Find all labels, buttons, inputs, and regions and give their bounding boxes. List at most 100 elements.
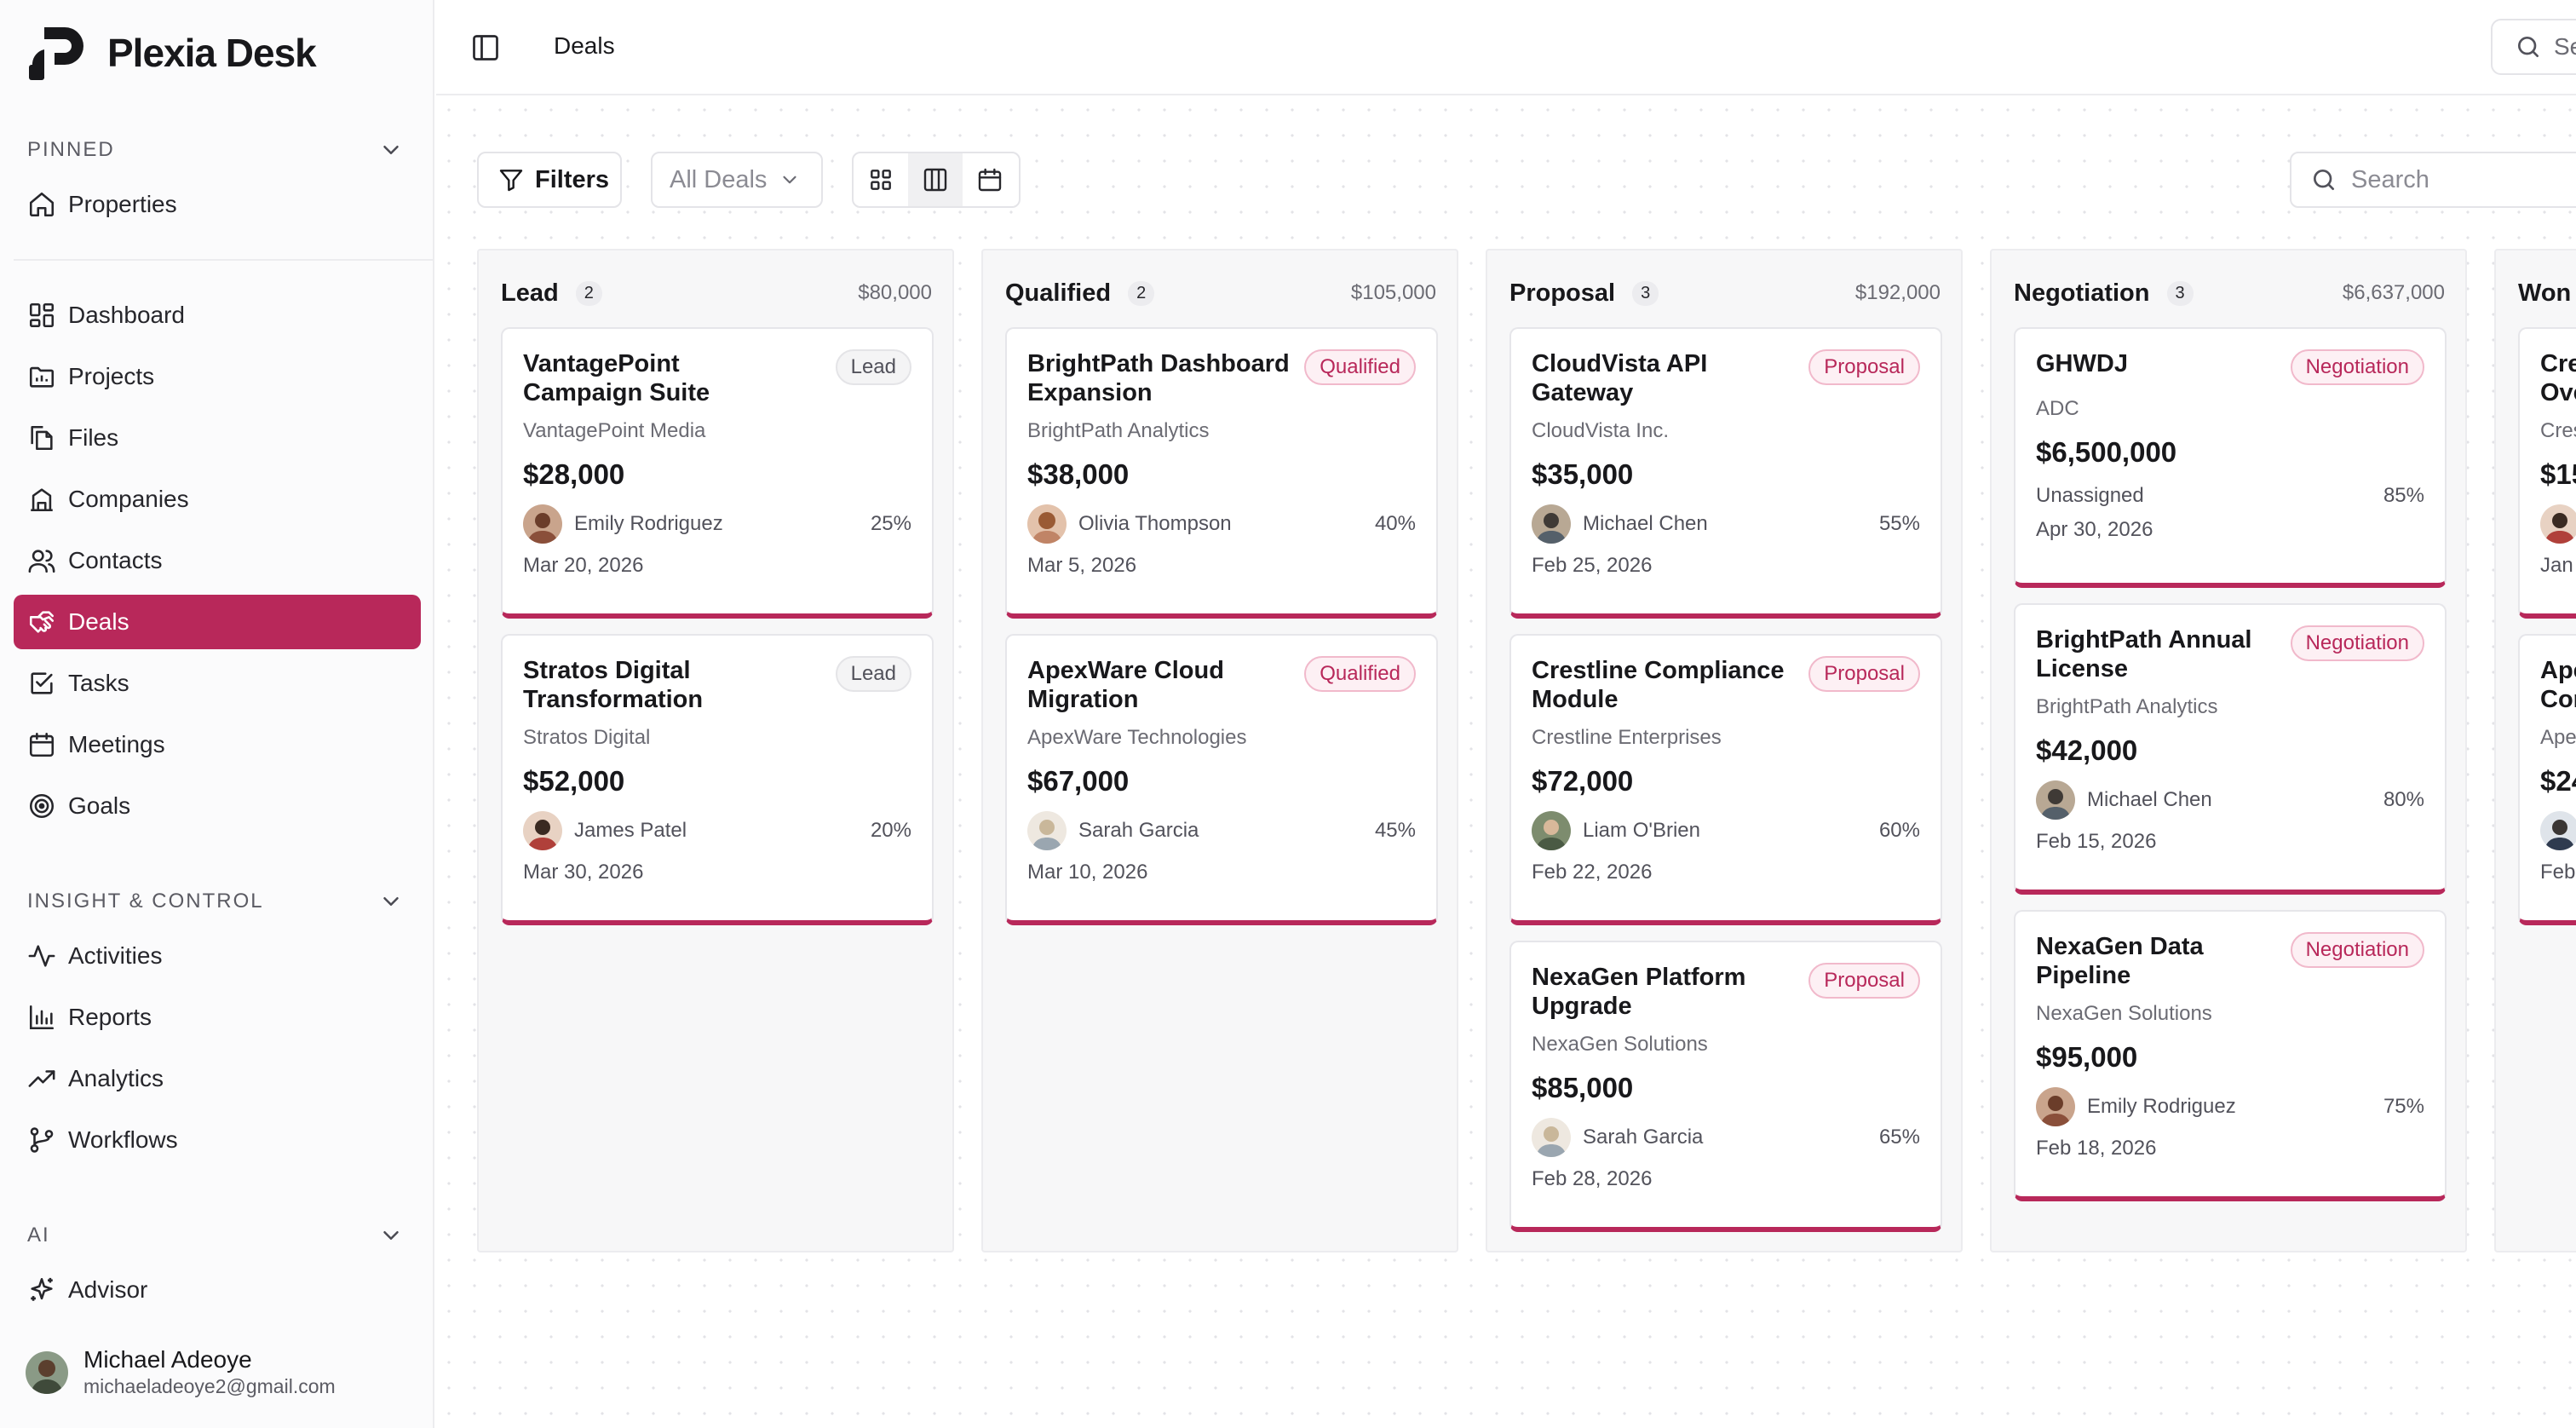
global-search-input[interactable]: Se xyxy=(2491,19,2576,75)
calendar-view-button[interactable] xyxy=(963,153,1017,206)
column-title: Qualified xyxy=(1005,279,1112,307)
deal-title: BrightPath Dashboard Expansion xyxy=(1027,350,1290,406)
view-switcher xyxy=(852,152,1021,208)
tasks-icon xyxy=(31,672,53,694)
owner-avatar xyxy=(523,504,562,544)
sidebar-item-meetings[interactable]: Meetings xyxy=(14,717,421,772)
deal-card[interactable]: CloudVista API Gateway Proposal CloudVist… xyxy=(1509,327,1942,619)
sidebar-item-workflows[interactable]: Workflows xyxy=(14,1113,421,1167)
deal-title: NexaGen Platform Upgrade xyxy=(1532,964,1746,1020)
column-count: 2 xyxy=(575,280,602,306)
search-icon xyxy=(2518,37,2539,57)
grid-icon xyxy=(871,170,891,190)
deal-close-date: Mar 10, 2026 xyxy=(1027,861,1148,884)
sidebar-item-advisor[interactable]: Advisor xyxy=(14,1263,421,1317)
board-view-button[interactable] xyxy=(908,153,963,206)
deal-close-date: Apr 30, 2026 xyxy=(2036,518,2153,541)
deal-owner: James Patel xyxy=(574,819,687,842)
deal-company: ADC xyxy=(2036,397,2079,420)
deal-title: VantagePoint Campaign Suite xyxy=(523,350,710,406)
deal-owner: Emily Rodriguez xyxy=(2087,1095,2236,1118)
sidebar-item-contacts[interactable]: Contacts xyxy=(14,533,421,588)
deal-owner: Olivia Thompson xyxy=(1078,512,1232,535)
deal-card[interactable]: Crestline Compliance Module Proposal Cres… xyxy=(1509,634,1942,925)
column-total: $105,000 xyxy=(1350,281,1436,304)
deal-card[interactable]: BrightPath Dashboard Expansion Qualified … xyxy=(1005,327,1438,619)
deal-close-date: Feb 22, 2026 xyxy=(1532,861,1653,884)
column-header: Lead 2 $80,000 xyxy=(501,276,932,310)
sidebar-item-label: Analytics xyxy=(68,1065,164,1091)
filters-button[interactable]: Filters xyxy=(477,152,622,208)
sidebar-item-companies[interactable]: Companies xyxy=(14,472,421,527)
column-negotiation: Negotiation 3 $6,637,000 GHWDJ Negotiatio… xyxy=(1990,249,2467,1252)
section-ai-label: AI xyxy=(27,1224,50,1247)
deal-probability: 55% xyxy=(1878,512,1920,535)
grid-view-button[interactable] xyxy=(854,153,908,206)
deals-search-input[interactable]: Search xyxy=(2290,152,2576,208)
column-total: $192,000 xyxy=(1854,281,1941,304)
deal-card[interactable]: ApexWare Cloud Migration Qualified ApexWa… xyxy=(1005,634,1438,925)
deal-card[interactable]: Stratos Digital Transformation Lead Strat… xyxy=(501,634,934,925)
sidebar-item-tasks[interactable]: Tasks xyxy=(14,656,421,711)
section-pinned-header[interactable]: PINNED xyxy=(27,133,404,167)
deal-amount: $15 xyxy=(2540,458,2576,490)
deal-card[interactable]: Ape Cor Ape $24 Feb xyxy=(2518,634,2576,925)
deal-card[interactable]: BrightPath Annual License Negotiation Bri… xyxy=(2014,603,2447,895)
deal-company: NexaGen Solutions xyxy=(1532,1033,1708,1056)
sidebar-item-activities[interactable]: Activities xyxy=(14,929,421,983)
user-profile[interactable]: Michael Adeoye michaeladeoye2@gmail.com xyxy=(26,1346,336,1398)
deal-company: NexaGen Solutions xyxy=(2036,1002,2212,1025)
sidebar-item-goals[interactable]: Goals xyxy=(14,779,421,833)
deal-close-date: Mar 20, 2026 xyxy=(523,554,644,577)
deal-card[interactable]: GHWDJ Negotiation ADC $6,500,000 Unassign… xyxy=(2014,327,2447,588)
sidebar-item-label: Goals xyxy=(68,792,131,819)
deal-probability: 75% xyxy=(2383,1095,2424,1118)
column-count: 2 xyxy=(1128,280,1155,306)
deal-company: Stratos Digital xyxy=(523,726,651,749)
section-insight-header[interactable]: INSIGHT & CONTROL xyxy=(27,884,404,918)
workflow-icon xyxy=(30,1127,54,1153)
deal-owner: Sarah Garcia xyxy=(1583,1126,1704,1149)
sidebar-item-label: Contacts xyxy=(68,547,163,573)
deal-company: ApexWare Technologies xyxy=(1027,726,1247,749)
sidebar-item-dashboard[interactable]: Dashboard xyxy=(14,288,421,343)
filter-icon xyxy=(499,170,523,192)
app-name: Plexia Desk xyxy=(107,31,317,75)
deal-title: Stratos Digital Transformation xyxy=(523,657,704,713)
column-count: 3 xyxy=(2166,280,2194,306)
sidebar-item-analytics[interactable]: Analytics xyxy=(14,1051,421,1106)
column-title: Negotiation xyxy=(2014,279,2150,307)
sidebar-item-deals[interactable]: Deals xyxy=(14,595,421,649)
deal-amount: $35,000 xyxy=(1532,458,1634,490)
deal-view-select[interactable]: All Deals xyxy=(651,152,823,208)
deal-amount: $42,000 xyxy=(2036,734,2138,766)
activity-icon xyxy=(28,945,55,967)
dashboard-icon xyxy=(29,302,55,328)
sidebar-item-projects[interactable]: Projects xyxy=(14,349,421,404)
sidebar-item-label: Files xyxy=(68,424,119,451)
deal-card[interactable]: NexaGen Platform Upgrade Proposal NexaGen… xyxy=(1509,941,1942,1232)
deal-card[interactable]: NexaGen Data Pipeline Negotiation NexaGen… xyxy=(2014,910,2447,1201)
breadcrumb: Deals xyxy=(554,32,615,59)
column-total: $80,000 xyxy=(858,281,932,304)
sidebar-item-label: Meetings xyxy=(68,731,165,757)
deal-probability: 45% xyxy=(1374,819,1416,842)
stage-badge: Negotiation xyxy=(2290,932,2424,968)
sidebar-item-reports[interactable]: Reports xyxy=(14,990,421,1045)
kanban-columns-icon xyxy=(923,168,947,192)
chevron-down-icon xyxy=(383,146,399,154)
stage-badge: Negotiation xyxy=(2290,625,2424,661)
deal-probability: 80% xyxy=(2383,788,2424,811)
sidebar-toggle-icon[interactable] xyxy=(470,32,501,63)
sidebar: Plexia Desk PINNED Properties Dashboard … xyxy=(0,0,434,1428)
deal-card[interactable]: VantagePoint Campaign Suite Lead VantageP… xyxy=(501,327,934,619)
deal-close-date: Feb 28, 2026 xyxy=(1532,1167,1653,1190)
stage-badge: Negotiation xyxy=(2290,349,2424,385)
column-title: Proposal xyxy=(1509,279,1616,307)
app-logo[interactable]: Plexia Desk xyxy=(26,24,317,82)
sidebar-item-properties[interactable]: Properties xyxy=(14,177,421,232)
sidebar-item-files[interactable]: Files xyxy=(14,411,421,465)
deal-probability: 20% xyxy=(870,819,911,842)
deal-card[interactable]: Cre Ove Cres $15 Jan xyxy=(2518,327,2576,619)
section-ai-header[interactable]: AI xyxy=(27,1218,404,1252)
